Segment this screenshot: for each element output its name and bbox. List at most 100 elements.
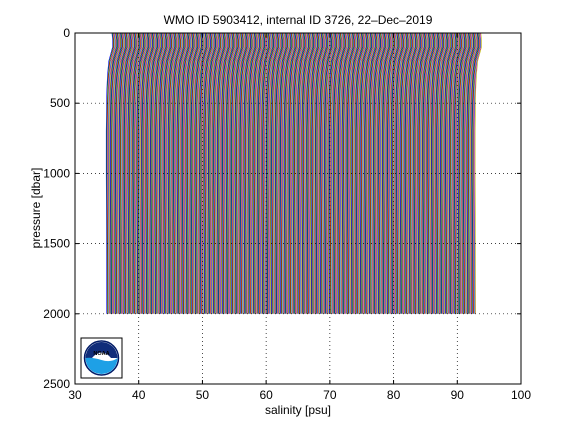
profile-line bbox=[235, 32, 243, 314]
profile-line bbox=[455, 32, 463, 314]
profile-line bbox=[264, 32, 272, 314]
profile-line bbox=[140, 32, 148, 314]
profile-line bbox=[272, 32, 280, 314]
profile-line bbox=[267, 32, 275, 314]
profile-line bbox=[410, 32, 418, 314]
profile-line bbox=[120, 32, 128, 314]
profile-line bbox=[302, 32, 310, 314]
profile-line bbox=[287, 32, 295, 314]
profile-line bbox=[170, 32, 178, 314]
profile-line bbox=[325, 32, 333, 314]
profile-line bbox=[146, 32, 154, 314]
profile-line bbox=[363, 32, 371, 314]
profile-line bbox=[146, 32, 154, 314]
profile-line bbox=[285, 32, 293, 314]
profile-line bbox=[369, 32, 377, 314]
profile-line bbox=[360, 32, 368, 314]
profile-line bbox=[316, 32, 324, 314]
profile-line bbox=[313, 32, 321, 314]
profile-line bbox=[427, 32, 435, 314]
profile-line bbox=[399, 32, 407, 314]
profile-line bbox=[442, 32, 450, 314]
profile-line bbox=[149, 32, 157, 314]
profile-line bbox=[183, 32, 191, 314]
profile-line bbox=[342, 32, 350, 314]
profile-line bbox=[301, 32, 309, 314]
profile-line bbox=[277, 32, 285, 314]
profile-line bbox=[153, 32, 161, 314]
profile-line bbox=[195, 32, 203, 314]
profile-line bbox=[385, 32, 393, 314]
profile-line bbox=[305, 32, 313, 314]
profile-line bbox=[121, 32, 129, 314]
profile-line bbox=[409, 32, 417, 314]
profile-line bbox=[136, 32, 144, 314]
profile-line bbox=[226, 32, 234, 314]
profile-line bbox=[214, 32, 222, 314]
profile-line bbox=[162, 32, 170, 314]
profile-line bbox=[277, 32, 285, 314]
y-axis-label: pressure [dbar] bbox=[29, 168, 43, 249]
profile-line bbox=[382, 32, 390, 314]
profile-line bbox=[279, 32, 287, 314]
profile-line bbox=[121, 32, 129, 314]
profile-line bbox=[377, 32, 385, 314]
profile-line bbox=[452, 32, 460, 314]
profile-line bbox=[258, 32, 266, 314]
profile-line bbox=[176, 32, 184, 314]
profile-line bbox=[144, 32, 152, 314]
profile-line bbox=[178, 32, 186, 314]
profile-line bbox=[270, 32, 278, 314]
profile-line bbox=[251, 32, 259, 314]
profile-line bbox=[347, 32, 355, 314]
profile-line bbox=[240, 32, 248, 314]
profile-line bbox=[191, 32, 199, 314]
profile-line bbox=[414, 32, 422, 314]
profile-line bbox=[323, 32, 331, 314]
profile-line bbox=[127, 32, 135, 314]
profile-line bbox=[239, 32, 247, 314]
profile-line bbox=[282, 32, 290, 314]
profile-line bbox=[369, 32, 377, 314]
profile-line bbox=[112, 32, 120, 314]
profile-line bbox=[425, 32, 433, 314]
profile-line bbox=[411, 32, 419, 314]
profile-line bbox=[208, 32, 216, 314]
profile-line bbox=[376, 32, 384, 314]
profile-line bbox=[228, 32, 236, 314]
profile-line bbox=[312, 32, 320, 314]
profile-line bbox=[236, 32, 244, 314]
profile-line bbox=[262, 32, 270, 314]
profile-line bbox=[193, 32, 201, 314]
profile-line bbox=[183, 32, 190, 314]
profile-line bbox=[350, 32, 358, 314]
profile-line bbox=[169, 32, 176, 314]
x-tick-label: 90 bbox=[451, 388, 465, 402]
profile-line bbox=[408, 32, 416, 314]
profile-line bbox=[356, 32, 364, 314]
profile-line bbox=[283, 32, 291, 314]
profile-line bbox=[291, 32, 299, 314]
profile-line bbox=[188, 32, 196, 314]
profile-line bbox=[190, 32, 198, 314]
profile-line bbox=[445, 32, 453, 314]
profile-line bbox=[432, 32, 440, 314]
profile-line bbox=[416, 32, 424, 314]
logo-sky bbox=[85, 342, 118, 358]
profile-line bbox=[349, 32, 357, 314]
profile-line bbox=[320, 32, 328, 314]
profile-line bbox=[373, 32, 381, 314]
profile-line bbox=[433, 32, 441, 314]
x-tick-label: 40 bbox=[132, 388, 146, 402]
profile-line bbox=[219, 32, 227, 314]
profile-line bbox=[207, 32, 215, 314]
profile-line bbox=[339, 32, 347, 314]
profile-line bbox=[352, 32, 360, 314]
profile-line bbox=[355, 32, 363, 314]
profile-line bbox=[292, 32, 300, 314]
profile-line bbox=[407, 32, 415, 314]
profile-line bbox=[430, 32, 438, 314]
profile-line bbox=[168, 32, 176, 314]
profile-line bbox=[126, 32, 134, 314]
profile-line bbox=[367, 32, 375, 314]
